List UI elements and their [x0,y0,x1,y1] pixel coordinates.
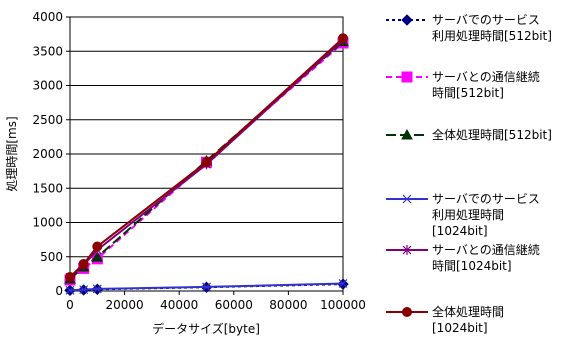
data-point [65,271,75,282]
y-tick-label: 2500 [32,113,63,127]
legend-label: 時間[1024bit] [432,259,512,273]
legend-entry-6: 全体処理時間 [1024bit] [386,304,504,335]
y-tick-label: 1000 [32,216,63,230]
legend-marker [401,14,413,26]
gridlines [70,50,343,258]
data-point [338,279,348,288]
legend-marker [401,128,413,140]
data-point [65,285,75,295]
x-axis-ticks: 0 20000 40000 60000 80000 100000 [66,291,366,312]
x-axis-title: データサイズ[byte] [152,321,260,336]
legend-label: 時間[512bit] [432,86,504,100]
legend-label: サーバでのサービス [432,13,540,27]
legend-label: 利用処理時間[512bit] [432,29,552,43]
x-tick-label: 60000 [215,298,253,312]
legend-marker [401,71,413,83]
data-point [338,33,348,44]
series-layer [64,33,349,297]
y-tick-label: 1500 [32,181,63,195]
legend-label: 全体処理時間 [432,304,504,319]
x-tick-label: 0 [66,298,74,312]
y-tick-label: 3000 [32,79,63,93]
x-tick-label: 80000 [269,298,307,312]
legend-label: サーバとの通信継続 [432,242,540,257]
x-tick-label: 100000 [320,298,366,312]
legend-label: サーバとの通信継続 [432,69,540,84]
data-point [78,258,89,269]
legend-marker [402,194,412,204]
x-tick-label: 40000 [160,298,198,312]
series-4 [65,279,348,295]
data-point [202,282,211,292]
series-6 [65,33,348,282]
y-axis-ticks: 0 500 1000 1500 2000 2500 3000 3500 4000 [32,10,70,298]
legend-label: [1024bit] [432,321,488,335]
y-axis-title: 処理時間[ms] [5,116,19,191]
y-tick-label: 2000 [32,147,63,161]
x-tick-label: 20000 [106,298,144,312]
legend-entry-3: 全体処理時間[512bit] [386,127,552,142]
legend-marker [402,245,412,255]
data-point [79,285,89,295]
data-point [91,251,104,262]
y-tick-label: 3500 [32,44,63,58]
legend-label: [1024bit] [432,224,488,238]
y-tick-label: 500 [40,250,63,264]
data-point [201,157,212,168]
data-point [92,284,102,294]
legend-label: サーバでのサービス [432,192,540,206]
legend-marker [402,307,412,317]
y-tick-label: 4000 [32,10,63,24]
data-point [92,241,103,252]
legend-label: 全体処理時間[512bit] [432,127,552,142]
legend-label: 利用処理時間 [432,208,504,222]
y-tick-label: 0 [55,284,63,298]
